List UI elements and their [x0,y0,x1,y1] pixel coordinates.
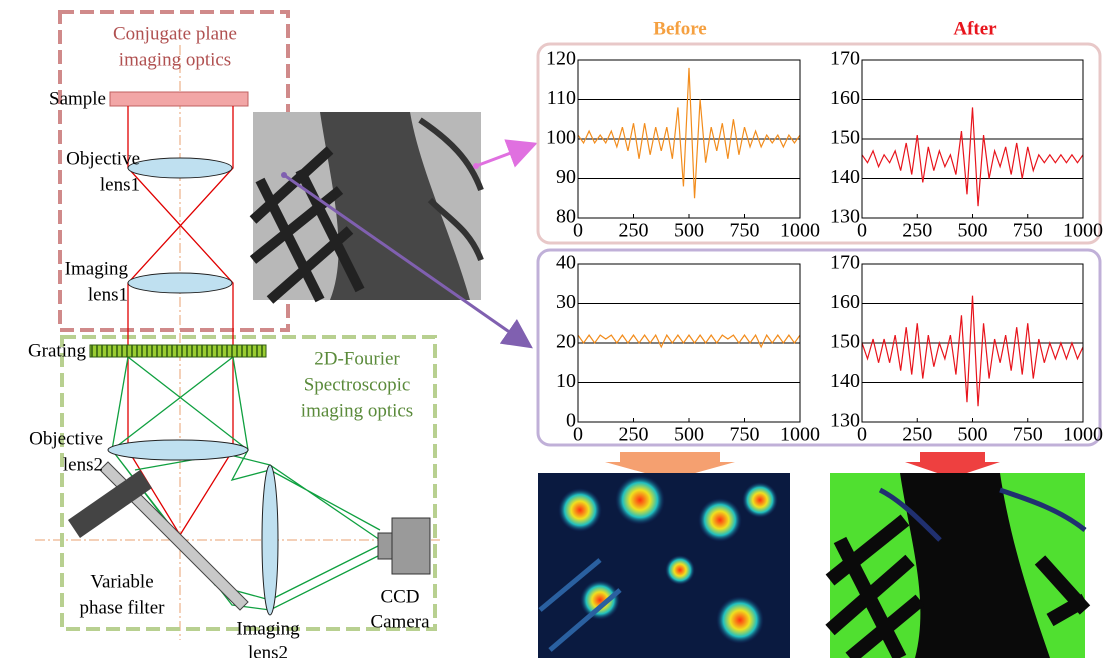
label: Objective [66,148,140,169]
column-title: Before [653,18,706,39]
lens [108,440,248,460]
section-title: imaging optics [301,400,413,421]
section-title: 2D-Fourier [314,348,400,369]
x-tick-label: 750 [730,424,760,446]
label: Grating [28,340,87,361]
hotspot [615,475,665,525]
lens [128,158,232,178]
label: Imaging [236,618,300,639]
x-tick-label: 500 [958,220,988,242]
chart: 130 140 150 160 170 0 250 500 750 1000 [830,252,1103,446]
section-title: Conjugate plane [113,23,237,44]
label: Imaging [65,258,129,279]
y-tick-label: 130 [830,206,860,228]
y-tick-label: 150 [830,331,860,353]
x-tick-label: 1000 [780,220,820,242]
lens [128,273,232,293]
column-title: After [953,18,997,39]
y-tick-label: 110 [547,87,576,109]
y-tick-label: 150 [830,127,860,149]
y-tick-label: 140 [830,370,860,392]
hotspot [698,498,742,542]
y-tick-label: 130 [830,410,860,432]
sample-photo [253,112,481,300]
x-tick-label: 0 [857,424,867,446]
chart: 130 140 150 160 170 0 250 500 750 1000 [830,48,1103,242]
figure: Conjugate plane imaging optics 2D-Fourie… [0,0,1120,658]
y-tick-label: 20 [556,331,576,353]
x-tick-label: 500 [674,220,704,242]
camera [392,518,430,574]
y-tick-label: 10 [556,370,576,392]
x-tick-label: 1000 [1063,424,1103,446]
label: lens2 [248,642,288,658]
x-tick-label: 500 [958,424,988,446]
arrow [476,145,532,166]
x-tick-label: 250 [619,424,649,446]
x-tick-label: 250 [619,220,649,242]
label: lens1 [100,174,140,195]
y-tick-label: 120 [546,48,576,70]
arrow-start [281,172,287,178]
label: Objective [29,428,103,449]
y-tick-label: 40 [556,252,576,274]
y-tick-label: 30 [556,291,576,313]
x-tick-label: 0 [573,424,583,446]
x-tick-label: 500 [674,424,704,446]
x-tick-label: 1000 [1063,220,1103,242]
lens [262,465,278,615]
x-tick-label: 0 [857,220,867,242]
y-tick-label: 90 [556,166,576,188]
hotspot [742,482,778,518]
y-tick-label: 160 [830,291,860,313]
y-tick-label: 160 [830,87,860,109]
hotspot [665,555,695,585]
hotspot [580,580,620,620]
arrow-start [473,163,479,169]
x-tick-label: 1000 [780,424,820,446]
result-image-after [830,473,1085,658]
label: CCD [380,586,419,607]
section-title: Spectroscopic [304,374,411,395]
hotspot [558,488,602,532]
x-tick-label: 750 [730,220,760,242]
x-tick-label: 750 [1013,220,1043,242]
y-tick-label: 170 [830,48,860,70]
label: Camera [370,611,430,632]
label: Variable [90,571,153,592]
label: phase filter [80,597,166,618]
section-title: imaging optics [119,49,231,70]
sample [110,92,248,106]
y-tick-label: 140 [830,166,860,188]
x-tick-label: 250 [902,220,932,242]
label: lens1 [88,284,128,305]
grating [90,345,266,357]
label: Sample [49,88,106,109]
label: lens2 [63,454,103,475]
x-tick-label: 0 [573,220,583,242]
y-tick-label: 170 [830,252,860,274]
x-tick-label: 250 [902,424,932,446]
result-image-before [538,473,790,658]
y-tick-label: 100 [546,127,576,149]
hotspot [716,596,764,644]
x-tick-label: 750 [1013,424,1043,446]
